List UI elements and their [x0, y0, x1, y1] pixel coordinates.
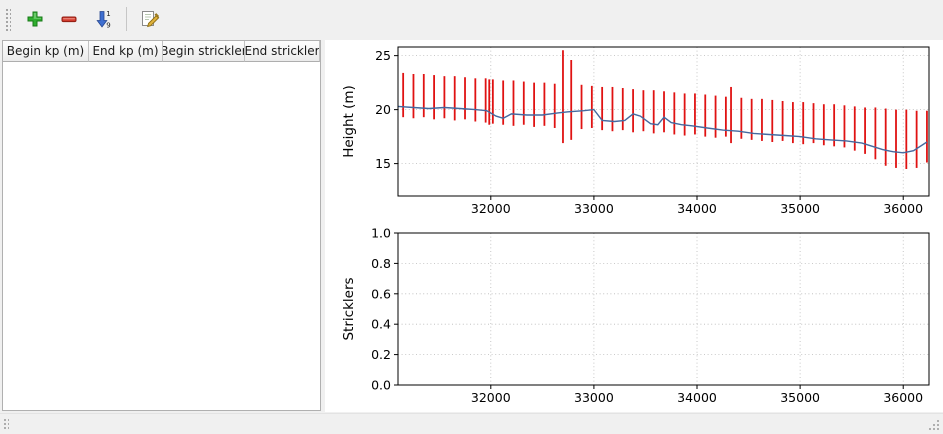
- toolbar: 1 9: [0, 0, 943, 38]
- column-header-end-kp[interactable]: End kp (m): [89, 41, 163, 62]
- table-header-row: Begin kp (m) End kp (m) Begin strickler …: [3, 41, 320, 62]
- resize-grip[interactable]: [927, 418, 941, 432]
- svg-text:33000: 33000: [574, 201, 614, 216]
- svg-text:36000: 36000: [883, 201, 923, 216]
- edit-button[interactable]: [135, 4, 165, 34]
- table-body-empty[interactable]: [3, 62, 320, 410]
- svg-text:0.2: 0.2: [371, 347, 391, 362]
- svg-text:35000: 35000: [780, 201, 820, 216]
- svg-text:25: 25: [375, 48, 391, 63]
- sort-numeric-down-icon: 1 9: [96, 10, 111, 30]
- svg-text:0.0: 0.0: [371, 378, 391, 393]
- svg-text:36000: 36000: [883, 390, 923, 405]
- svg-text:35000: 35000: [780, 390, 820, 405]
- status-bar-handle: [3, 418, 9, 431]
- sort-badge-top: 1: [106, 10, 110, 18]
- svg-text:Height (m): Height (m): [341, 85, 357, 158]
- svg-text:0.6: 0.6: [371, 286, 391, 301]
- add-row-button[interactable]: [20, 4, 50, 34]
- column-header-begin-kp[interactable]: Begin kp (m): [3, 41, 89, 62]
- svg-text:33000: 33000: [574, 390, 614, 405]
- svg-text:1.0: 1.0: [371, 228, 391, 241]
- stricklers-table: Begin kp (m) End kp (m) Begin strickler …: [2, 40, 321, 411]
- svg-text:32000: 32000: [471, 201, 511, 216]
- toolbar-separator: [126, 7, 127, 31]
- svg-text:34000: 34000: [677, 390, 717, 405]
- svg-text:0.4: 0.4: [371, 317, 391, 332]
- remove-row-button[interactable]: [54, 4, 84, 34]
- svg-text:0.8: 0.8: [371, 256, 391, 271]
- svg-text:15: 15: [375, 156, 391, 171]
- svg-text:32000: 32000: [471, 390, 511, 405]
- minus-icon: [61, 16, 77, 23]
- status-bar: [0, 413, 943, 434]
- svg-text:34000: 34000: [677, 201, 717, 216]
- sort-badge-bottom: 9: [106, 22, 110, 30]
- plus-icon: [27, 11, 43, 27]
- svg-text:20: 20: [375, 102, 391, 117]
- sort-rows-button[interactable]: 1 9: [88, 4, 118, 34]
- column-header-begin-strickler[interactable]: Begin strickler: [163, 41, 245, 62]
- charts-panel: 32000 33000 34000 35000 36000 15 20 25 Height (m…: [325, 40, 943, 412]
- column-header-end-strickler[interactable]: End strickler: [245, 41, 320, 62]
- stricklers-chart: 32000 33000 34000 35000 36000 0.0 0.2 0.4 0.6 0.8…: [325, 228, 943, 410]
- svg-text:Stricklers: Stricklers: [341, 277, 357, 340]
- pencil-edit-icon: [142, 11, 160, 28]
- toolbar-drag-handle[interactable]: [4, 7, 11, 31]
- height-profile-chart: 32000 33000 34000 35000 36000 15 20 25 Height (m…: [325, 40, 943, 228]
